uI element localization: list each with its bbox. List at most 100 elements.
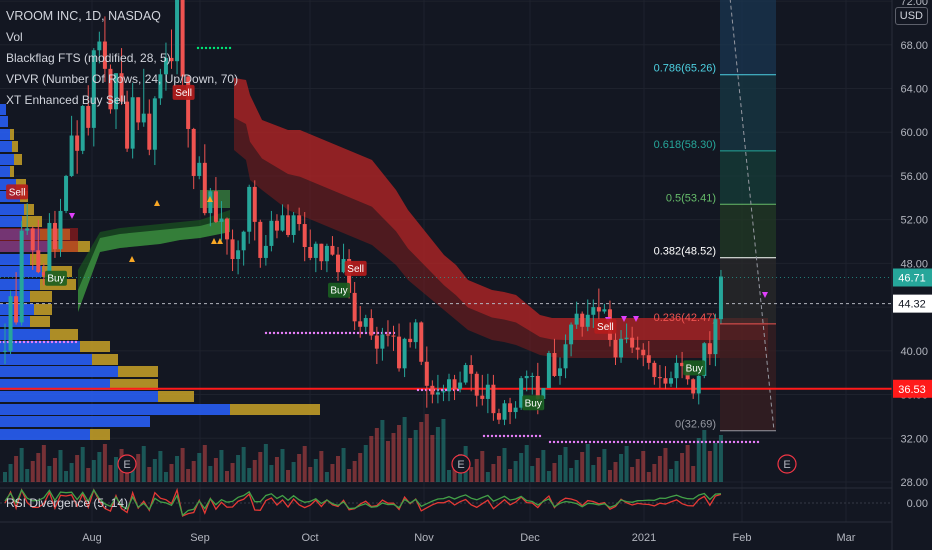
volume-bar: [657, 456, 662, 482]
volume-bar: [646, 472, 651, 482]
trail-dot: [538, 434, 542, 438]
trail-dot: [724, 440, 728, 444]
price-tag: 44.32: [893, 294, 932, 313]
trail-dot: [648, 440, 652, 444]
price-tick-label: 72.00: [900, 0, 928, 8]
symbol-title[interactable]: VROOM INC, 1D, NASDAQ: [6, 9, 161, 23]
trail-dot: [384, 331, 388, 335]
vpvr-bar-up: [0, 341, 80, 352]
candle-body: [535, 375, 540, 399]
vpvr-bar-down: [80, 341, 110, 352]
sell-triangle: [762, 292, 768, 298]
vpvr-bar-up: [0, 204, 24, 215]
candle-body: [280, 215, 285, 231]
candle: [524, 370, 529, 392]
candle-body: [152, 98, 157, 150]
trail-dot: [668, 440, 672, 444]
candle: [669, 371, 673, 387]
candle: [69, 115, 74, 178]
fib-level-label: 0.786(65.26): [654, 63, 716, 75]
candle-body: [674, 362, 679, 379]
volume-bar: [241, 447, 246, 482]
candle: [369, 309, 374, 340]
trail-dot: [636, 440, 640, 444]
legend-vol[interactable]: Vol: [6, 30, 23, 44]
trail-dot: [204, 46, 208, 50]
volume-bar: [180, 448, 185, 482]
candle: [30, 226, 35, 270]
candle: [485, 373, 490, 414]
volume-bar: [319, 451, 324, 482]
price-tick-label: 52.00: [900, 215, 928, 227]
volume-bar: [41, 445, 46, 482]
candle: [519, 375, 524, 410]
vpvr-bar-up: [0, 416, 150, 427]
sell-label: Sell: [6, 184, 29, 200]
sell-label: Sell: [594, 318, 617, 334]
candle: [8, 290, 13, 355]
trail-dot: [680, 440, 684, 444]
candle: [469, 355, 474, 392]
vpvr-bar-up: [0, 129, 10, 140]
trail-dot: [200, 46, 204, 50]
signal-label-box: [6, 184, 29, 200]
candle: [402, 337, 407, 378]
volume-bar: [574, 460, 579, 482]
candle-body: [241, 231, 246, 251]
trail-dot: [308, 331, 312, 335]
candle-body: [208, 191, 213, 214]
candle-body: [707, 343, 712, 355]
candle-body: [247, 186, 252, 232]
vpvr-bar-down: [110, 379, 158, 390]
candle: [491, 374, 496, 421]
volume-bar: [52, 458, 57, 482]
candle-body: [297, 215, 302, 225]
candle-body: [180, 0, 185, 77]
legend-vpvr[interactable]: VPVR (Number Of Rows, 24, Up/Down, 70): [6, 72, 239, 86]
vpvr-bar-down: [92, 354, 118, 365]
candle-body: [330, 245, 335, 255]
volume-bar: [558, 455, 562, 482]
candle-body: [313, 243, 318, 258]
legend-xt-buy-sell[interactable]: XT Enhanced Buy Sell: [6, 93, 126, 107]
vpvr-bar-up: [0, 429, 90, 440]
trail-dot: [506, 434, 510, 438]
candle-body: [114, 73, 118, 110]
volume-bar: [424, 414, 429, 482]
candle-body: [657, 377, 662, 379]
trail-dot: [304, 331, 308, 335]
volume-bar: [125, 470, 130, 482]
candle-body: [147, 113, 152, 150]
volume-bar: [341, 448, 346, 482]
candle-body: [197, 162, 202, 176]
signal-label-text: Buy: [330, 286, 347, 297]
candle-body: [186, 76, 191, 129]
signal-label-text: Sell: [175, 88, 192, 99]
candle: [663, 366, 668, 390]
rsi-pane-label[interactable]: RSI Divergence (5, 14): [6, 496, 129, 510]
trail-dot: [644, 440, 648, 444]
candle: [219, 201, 224, 241]
candle-body: [125, 101, 130, 149]
candle-body: [680, 362, 685, 367]
candle-body: [347, 259, 352, 293]
candle: [558, 357, 562, 385]
candle: [552, 338, 557, 378]
trail-dot: [228, 46, 232, 50]
candle-body: [64, 175, 69, 211]
candle: [252, 180, 257, 241]
candle-body: [630, 337, 635, 348]
candle-body: [14, 296, 19, 323]
trail-dot: [490, 434, 494, 438]
volume-bar: [114, 457, 118, 482]
candle: [580, 311, 585, 337]
legend-blackflag[interactable]: Blackflag FTS (modified, 28, 5): [6, 51, 171, 65]
fib-zone: [720, 150, 776, 205]
currency-badge[interactable]: USD: [894, 7, 928, 25]
candle-body: [585, 314, 590, 327]
candle-body: [191, 128, 196, 176]
volume-bar: [225, 471, 229, 482]
rsi-line: [4, 487, 722, 517]
trail-dot: [716, 440, 720, 444]
